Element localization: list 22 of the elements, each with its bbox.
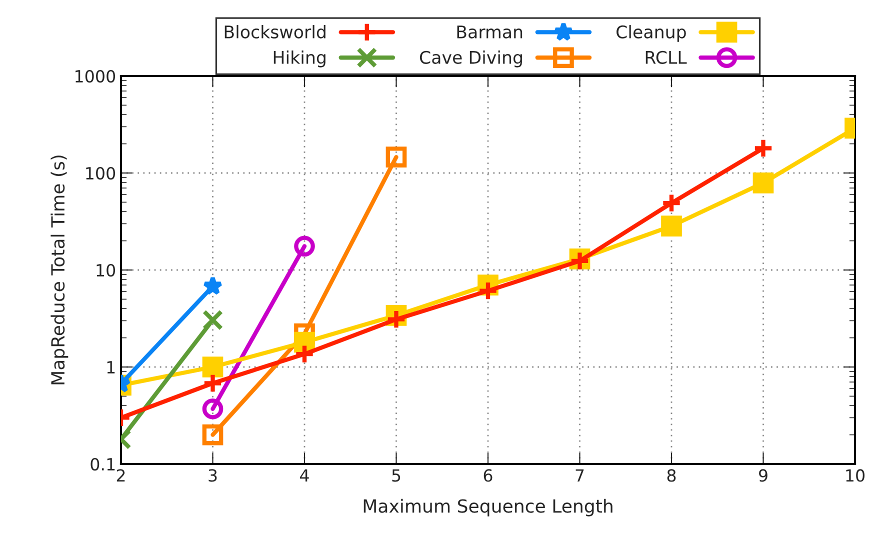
legend-label: RCLL xyxy=(646,50,687,64)
y-tick-label: 1000 xyxy=(76,70,116,83)
x-tick-label: 10 xyxy=(846,469,864,482)
y-tick-label: 1 xyxy=(107,361,115,374)
y-axis-title: MapReduce Total Time (s) xyxy=(50,156,68,384)
x-tick-label: 3 xyxy=(208,469,217,482)
legend-label: Hiking xyxy=(274,50,326,68)
x-tick-label: 4 xyxy=(300,469,309,482)
legend-label: Blocksworld xyxy=(224,25,326,38)
x-tick-label: 2 xyxy=(116,469,125,482)
legend-label: Barman xyxy=(457,26,522,38)
x-tick-label: 8 xyxy=(667,469,676,482)
legend-label: Cave Diving xyxy=(420,50,522,68)
x-tick-label: 5 xyxy=(392,469,400,482)
x-axis-title: Maximum Sequence Length xyxy=(364,498,612,516)
legend-label: Cleanup xyxy=(616,25,686,42)
x-tick-label: 6 xyxy=(484,469,492,482)
x-tick-label: 9 xyxy=(758,469,768,482)
y-tick-label: 0.1 xyxy=(90,458,115,471)
y-tick-label: 10 xyxy=(96,264,116,277)
x-tick-label: 7 xyxy=(576,469,584,482)
y-tick-label: 100 xyxy=(86,166,116,180)
